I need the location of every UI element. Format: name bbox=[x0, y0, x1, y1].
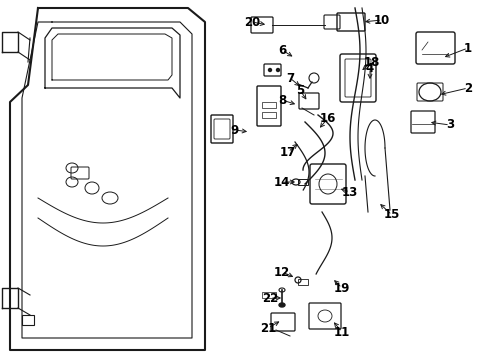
Text: 2: 2 bbox=[463, 81, 471, 94]
Bar bbox=[297, 179, 307, 185]
Text: 17: 17 bbox=[279, 145, 296, 158]
Text: 4: 4 bbox=[365, 62, 373, 75]
Text: 16: 16 bbox=[319, 112, 336, 125]
Text: 13: 13 bbox=[341, 185, 357, 198]
Bar bbox=[262, 102, 275, 108]
Text: 1: 1 bbox=[463, 41, 471, 54]
Ellipse shape bbox=[276, 68, 279, 72]
Text: 18: 18 bbox=[363, 55, 379, 68]
Bar bbox=[297, 279, 307, 285]
Text: 9: 9 bbox=[230, 123, 239, 136]
Text: 12: 12 bbox=[273, 266, 289, 279]
Text: 6: 6 bbox=[277, 44, 285, 57]
Text: 3: 3 bbox=[445, 118, 453, 131]
Ellipse shape bbox=[279, 303, 285, 307]
Text: 19: 19 bbox=[333, 282, 349, 294]
Text: 14: 14 bbox=[273, 175, 289, 189]
Text: 7: 7 bbox=[285, 72, 293, 85]
Text: 21: 21 bbox=[259, 321, 276, 334]
Text: 15: 15 bbox=[383, 208, 399, 221]
Text: 8: 8 bbox=[277, 94, 285, 107]
Text: 11: 11 bbox=[333, 325, 349, 338]
Bar bbox=[22, 315, 34, 325]
Ellipse shape bbox=[268, 68, 271, 72]
Text: 20: 20 bbox=[244, 15, 260, 28]
Text: 22: 22 bbox=[262, 292, 278, 305]
Text: 5: 5 bbox=[295, 84, 304, 96]
Bar bbox=[262, 112, 275, 118]
Text: 10: 10 bbox=[373, 13, 389, 27]
Bar bbox=[262, 292, 275, 298]
